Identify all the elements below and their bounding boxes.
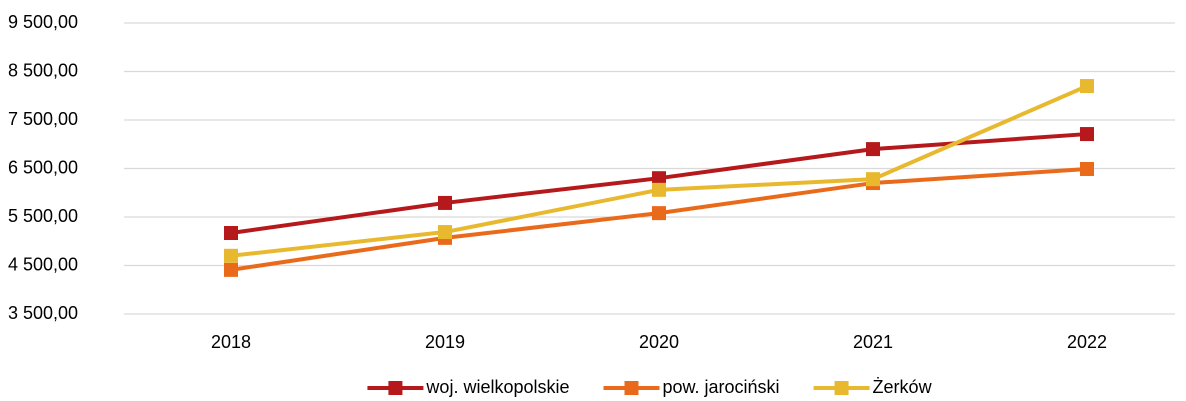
- y-tick-label: 6 500,00: [8, 157, 78, 177]
- point-marker: [438, 195, 452, 210]
- point-marker: [866, 172, 880, 187]
- y-tick-label: 5 500,00: [8, 206, 78, 226]
- legend-label: Żerków: [873, 377, 933, 397]
- x-tick-label: 2018: [211, 332, 251, 352]
- y-tick-label: 4 500,00: [8, 254, 78, 274]
- point-marker: [866, 142, 880, 157]
- y-tick-label: 9 500,00: [8, 12, 78, 32]
- x-tick-label: 2019: [425, 332, 465, 352]
- x-tick-label: 2020: [639, 332, 679, 352]
- series-line: [230, 84, 1088, 258]
- point-marker: [652, 206, 666, 221]
- legend-marker: [834, 381, 849, 395]
- legend-marker: [388, 381, 403, 395]
- point-marker: [1080, 161, 1094, 176]
- point-marker: [1080, 79, 1094, 94]
- point-marker: [224, 262, 238, 277]
- x-tick-label: 2021: [853, 332, 893, 352]
- point-marker: [224, 226, 238, 241]
- point-marker: [224, 248, 238, 263]
- legend-marker: [624, 381, 639, 395]
- point-marker: [652, 182, 666, 197]
- legend-label: pow. jarociński: [662, 377, 779, 397]
- point-marker: [652, 171, 666, 186]
- point-marker: [1080, 127, 1094, 142]
- legend-label: woj. wielkopolskie: [425, 377, 569, 397]
- point-marker: [438, 225, 452, 240]
- y-tick-label: 7 500,00: [8, 109, 78, 129]
- x-tick-label: 2022: [1067, 332, 1107, 352]
- y-tick-label: 3 500,00: [8, 303, 78, 323]
- y-tick-label: 8 500,00: [8, 60, 78, 80]
- legend: woj. wielkopolskie pow. jarociński Żerków: [367, 377, 933, 397]
